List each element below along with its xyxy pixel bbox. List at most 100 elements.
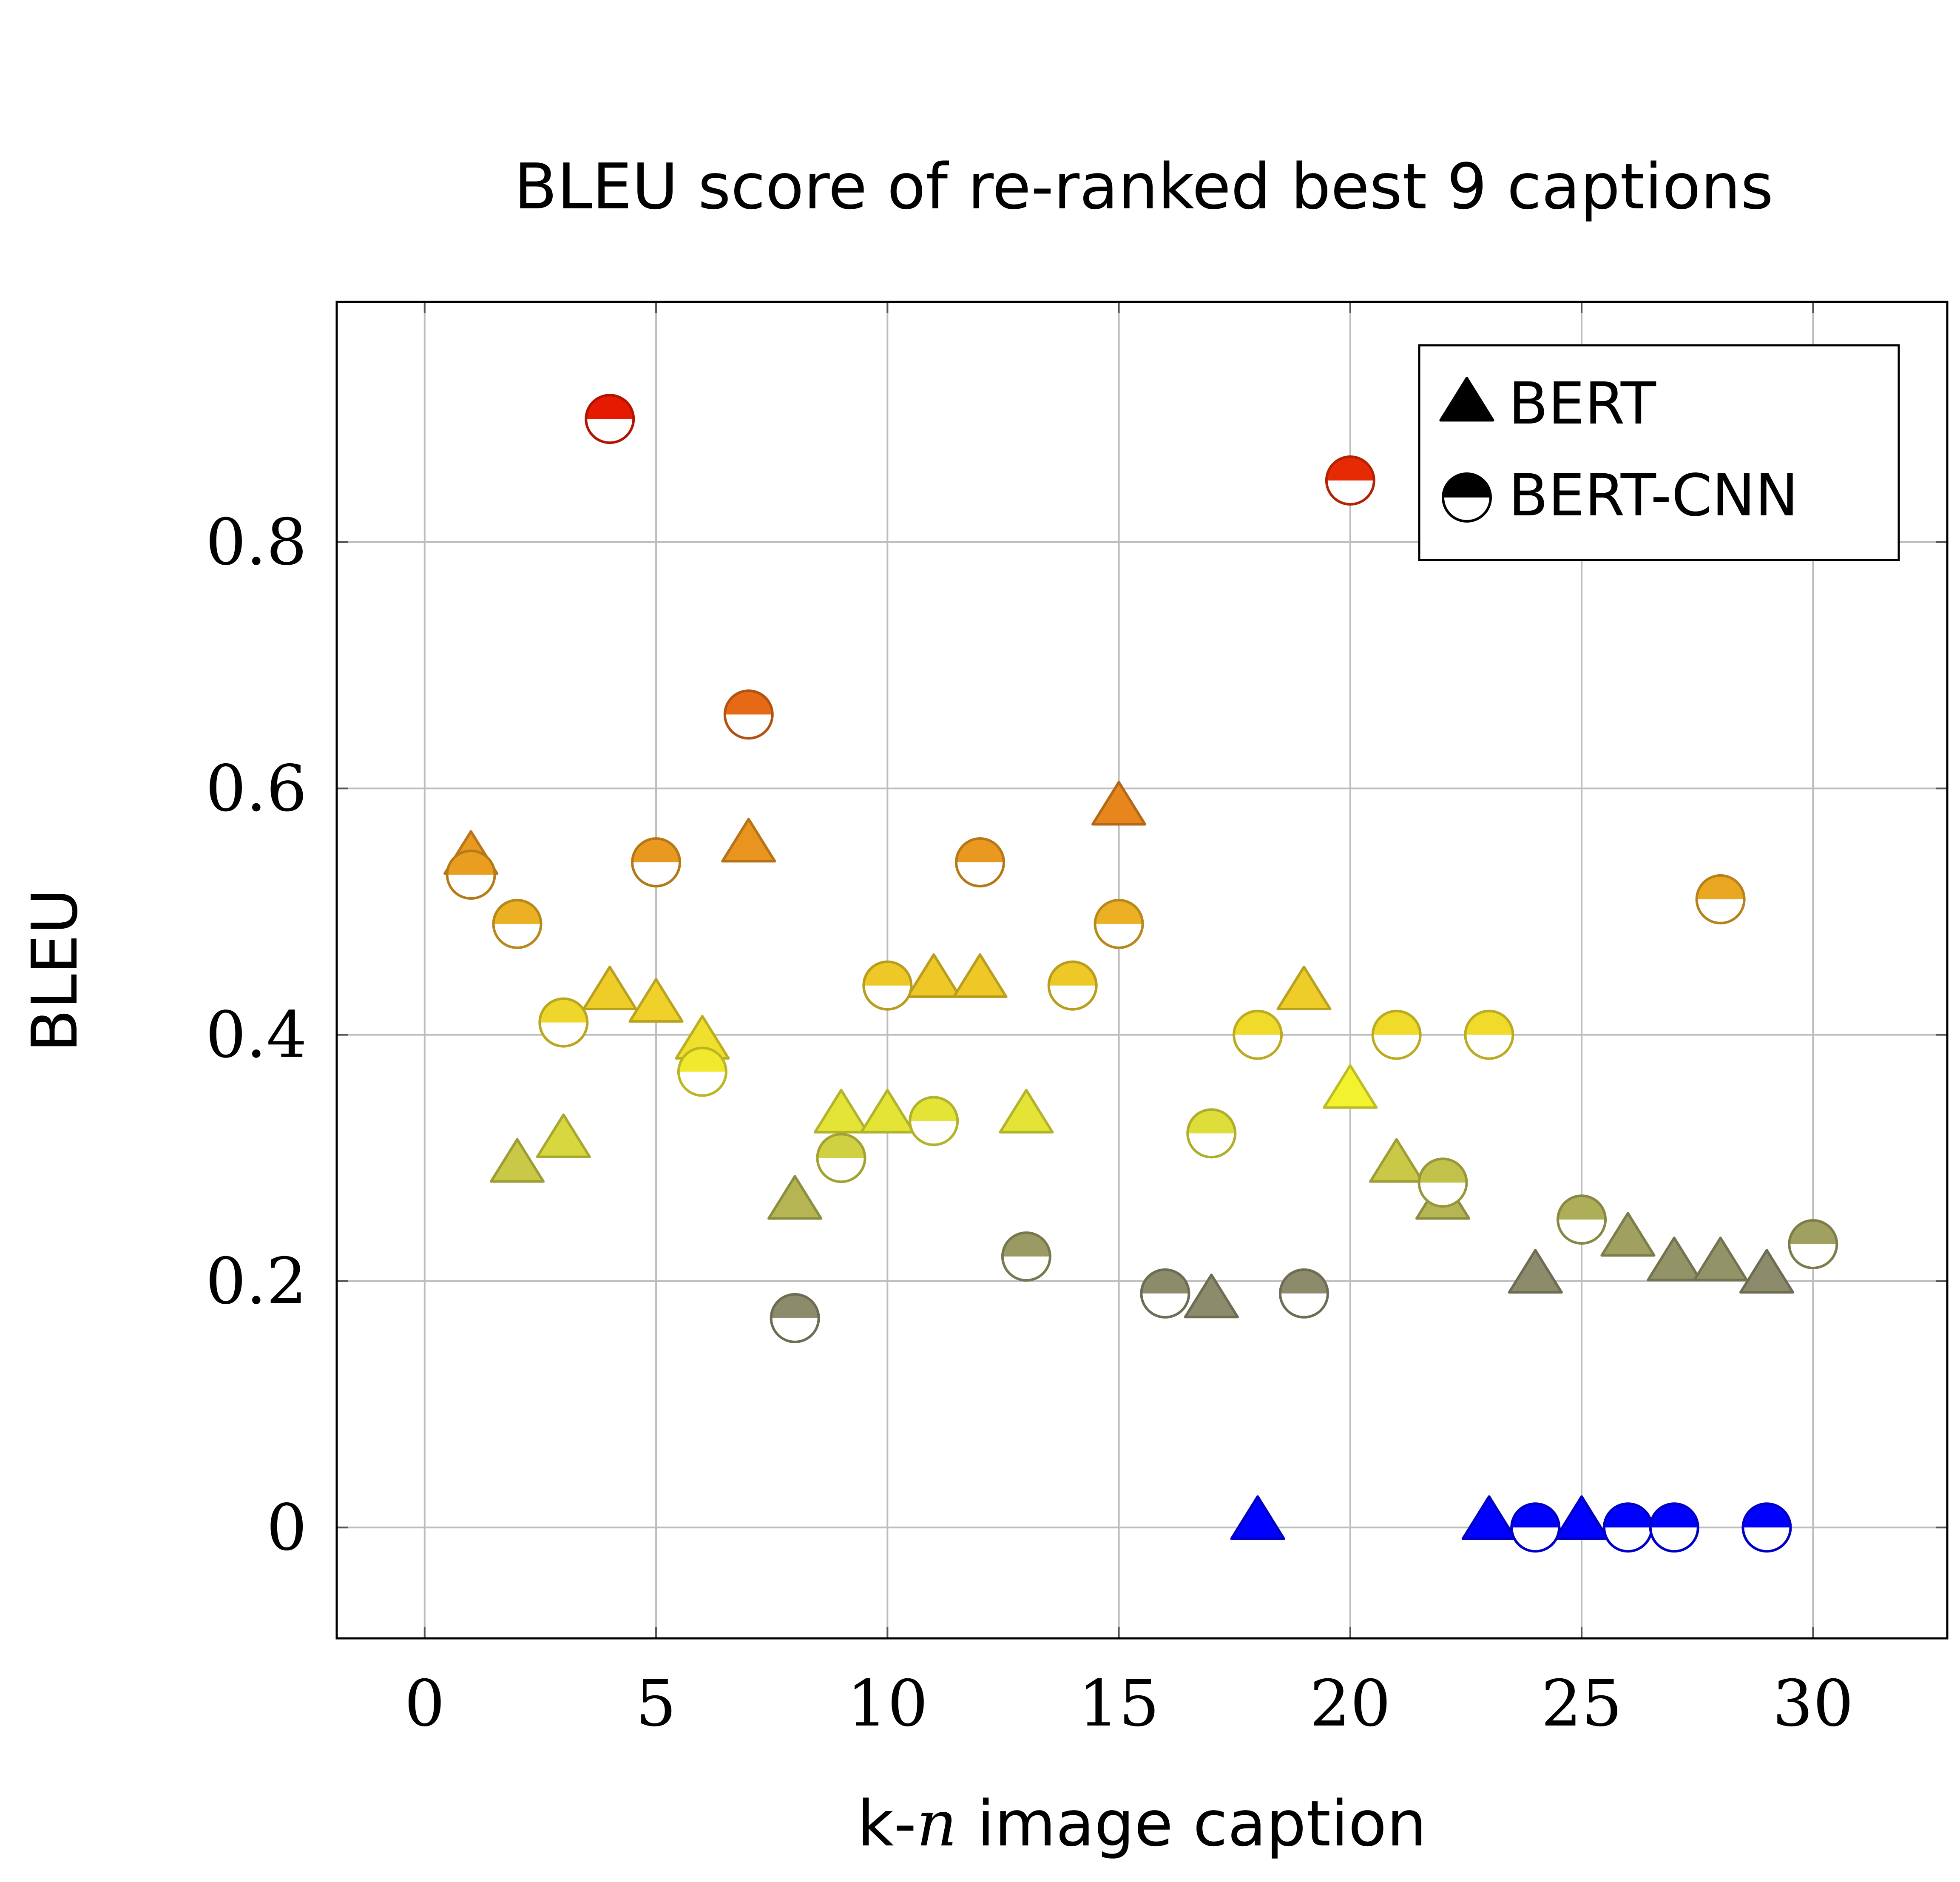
bert-point [1554, 1495, 1609, 1540]
marker-upper-half [1743, 1504, 1791, 1528]
marker-upper-half [1789, 1220, 1837, 1245]
marker-upper-half [1604, 1504, 1652, 1528]
y-tick-label: 0.4 [205, 998, 307, 1072]
bert-point [1276, 965, 1332, 1010]
y-tick-label: 0.6 [205, 752, 307, 826]
marker-outline [1464, 1009, 1514, 1060]
bert-point [489, 1138, 545, 1183]
data-points [443, 394, 1838, 1553]
marker-outline [631, 837, 682, 888]
marker-outline [909, 1096, 959, 1146]
bert-cnn-point [1001, 1231, 1051, 1282]
bert-point [767, 1175, 823, 1220]
x-tick-label: 0 [404, 1667, 445, 1741]
bert-cnn-point [862, 960, 913, 1011]
legend: BERT BERT-CNN [1418, 344, 1900, 561]
marker-outline [955, 837, 1006, 888]
bert-point [1600, 1212, 1656, 1257]
bert-point [906, 953, 961, 998]
marker-outline [1695, 874, 1746, 924]
marker-outline [677, 1046, 727, 1097]
marker-outline [585, 394, 635, 444]
bert-cnn-point [1510, 1502, 1561, 1553]
marker-outline [1557, 1194, 1607, 1245]
marker-upper-half [817, 1134, 865, 1158]
marker-upper-half [1511, 1504, 1559, 1528]
bert-point [628, 978, 684, 1023]
bert-cnn-point [723, 689, 774, 740]
y-axis-label: BLEU [18, 888, 91, 1052]
marker-upper-half [1650, 1504, 1698, 1528]
x-axis-label-variable: n [917, 1787, 957, 1860]
bert-cnn-point [538, 997, 589, 1048]
bert-cnn-point [1741, 1502, 1792, 1553]
bert-cnn-point [1186, 1108, 1237, 1159]
bert-point [1508, 1249, 1563, 1294]
marker-upper-half [1234, 1011, 1282, 1035]
bert-point [952, 953, 1008, 998]
bert-cnn-point [1278, 1268, 1329, 1319]
legend-triangle-marker [1439, 377, 1494, 422]
marker-outline [1510, 1502, 1561, 1553]
bert-point [1091, 781, 1147, 826]
marker-upper-half [956, 839, 1004, 863]
chart-title: BLEU score of re-ranked best 9 captions [514, 150, 1773, 223]
marker-upper-half [1465, 1011, 1513, 1035]
marker-upper-half [910, 1097, 958, 1121]
bert-cnn-point [1695, 874, 1746, 924]
bert-cnn-point [1047, 960, 1098, 1011]
x-tick-label: 5 [636, 1667, 676, 1741]
bert-point [1739, 1249, 1795, 1294]
legend-entry-bert: BERT [1508, 370, 1656, 438]
bert-point [1184, 1274, 1239, 1319]
marker-upper-half [1326, 457, 1374, 481]
bert-cnn-point [1094, 898, 1144, 949]
marker-upper-half [493, 900, 541, 924]
bert-cnn-point [909, 1096, 959, 1146]
y-tick-label: 0 [267, 1491, 307, 1565]
y-tick-label: 0.2 [205, 1245, 307, 1319]
bert-cnn-point [816, 1133, 866, 1183]
bert-point [813, 1089, 869, 1134]
bert-cnn-point [446, 850, 496, 900]
marker-outline [1047, 960, 1098, 1011]
bert-cnn-point [770, 1293, 820, 1343]
marker-upper-half [1443, 474, 1491, 498]
bert-point [582, 965, 637, 1010]
bert-cnn-point [1233, 1009, 1283, 1060]
marker-upper-half [864, 961, 912, 986]
marker-outline [1278, 1268, 1329, 1319]
bert-point [536, 1113, 591, 1158]
bert-point [1369, 1138, 1424, 1183]
marker-upper-half [586, 395, 634, 419]
bert-point [999, 1089, 1054, 1134]
bert-cnn-point [585, 394, 635, 444]
x-axis-label-prefix: k- [857, 1787, 916, 1860]
marker-upper-half [1095, 900, 1143, 924]
x-axis-label-suffix: image caption [957, 1787, 1427, 1860]
x-tick-label: 30 [1773, 1667, 1854, 1741]
y-tick-label: 0.8 [205, 506, 307, 580]
x-tick-label: 25 [1541, 1667, 1622, 1741]
bert-cnn-point [955, 837, 1006, 888]
bert-cnn-point [1602, 1502, 1653, 1553]
marker-outline [1649, 1502, 1699, 1553]
bert-point [1323, 1064, 1378, 1109]
legend-half-circle-icon [1442, 472, 1492, 523]
marker-outline [1741, 1502, 1792, 1553]
bert-point [1693, 1237, 1748, 1282]
marker-upper-half [540, 998, 588, 1023]
marker-outline [1186, 1108, 1237, 1159]
bert-cnn-point [631, 837, 682, 888]
plot-frame [335, 301, 1949, 1640]
bert-cnn-point [1371, 1009, 1422, 1060]
marker-upper-half [1696, 875, 1744, 899]
bert-cnn-point [1557, 1194, 1607, 1245]
marker-upper-half [724, 691, 773, 715]
bert-cnn-point [492, 898, 543, 949]
marker-outline [816, 1133, 866, 1183]
marker-upper-half [1372, 1011, 1420, 1035]
marker-outline [1417, 1157, 1468, 1208]
marker-upper-half [1002, 1233, 1050, 1257]
